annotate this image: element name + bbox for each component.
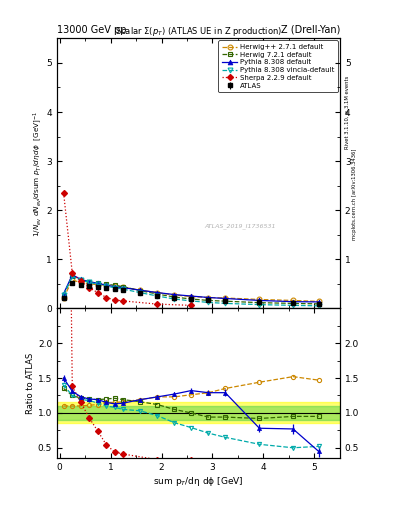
Herwig++ 2.7.1 default <box>257 296 262 303</box>
Line: Herwig 7.2.1 default: Herwig 7.2.1 default <box>61 274 321 306</box>
Herwig++ 2.7.1 default <box>316 298 321 305</box>
Pythia 8.308 vincia-default <box>316 303 321 309</box>
Herwig 7.2.1 default <box>61 292 66 298</box>
Line: Pythia 8.308 vincia-default: Pythia 8.308 vincia-default <box>61 274 321 308</box>
Herwig 7.2.1 default <box>95 280 100 286</box>
Pythia 8.308 vincia-default <box>257 302 262 308</box>
Herwig 7.2.1 default <box>155 291 160 297</box>
Pythia 8.308 vincia-default <box>172 296 176 302</box>
X-axis label: sum p$_T$/dη dϕ [GeV]: sum p$_T$/dη dϕ [GeV] <box>153 475 244 488</box>
Pythia 8.308 vincia-default <box>61 291 66 297</box>
Text: mcplots.cern.ch [arXiv:1306.3436]: mcplots.cern.ch [arXiv:1306.3436] <box>352 149 357 240</box>
Line: Herwig++ 2.7.1 default: Herwig++ 2.7.1 default <box>61 278 321 304</box>
Title: Scalar $\Sigma(p_T)$ (ATLAS UE in Z production): Scalar $\Sigma(p_T)$ (ATLAS UE in Z prod… <box>115 26 282 38</box>
Line: Sherpa 2.2.9 default: Sherpa 2.2.9 default <box>62 191 193 307</box>
Pythia 8.308 default <box>104 282 109 288</box>
Herwig++ 2.7.1 default <box>70 278 75 284</box>
Sherpa 2.2.9 default <box>87 285 92 291</box>
Sherpa 2.2.9 default <box>112 297 117 303</box>
Pythia 8.308 vincia-default <box>291 302 296 308</box>
Pythia 8.308 default <box>61 290 66 296</box>
Sherpa 2.2.9 default <box>95 289 100 295</box>
Sherpa 2.2.9 default <box>121 298 126 304</box>
Pythia 8.308 default <box>206 294 211 301</box>
Pythia 8.308 default <box>121 285 126 291</box>
Y-axis label: Ratio to ATLAS: Ratio to ATLAS <box>26 353 35 414</box>
Herwig 7.2.1 default <box>79 277 83 283</box>
Bar <box>57 406 340 420</box>
Herwig 7.2.1 default <box>121 284 126 290</box>
Pythia 8.308 default <box>112 284 117 290</box>
Herwig++ 2.7.1 default <box>79 279 83 285</box>
Sherpa 2.2.9 default <box>155 301 160 307</box>
Herwig 7.2.1 default <box>223 298 228 304</box>
Herwig++ 2.7.1 default <box>95 282 100 288</box>
Sherpa 2.2.9 default <box>61 190 66 196</box>
Pythia 8.308 default <box>79 276 83 283</box>
Sherpa 2.2.9 default <box>189 302 193 308</box>
Herwig++ 2.7.1 default <box>112 283 117 289</box>
Herwig 7.2.1 default <box>104 281 109 287</box>
Pythia 8.308 default <box>95 280 100 286</box>
Herwig 7.2.1 default <box>70 273 75 280</box>
Y-axis label: $1/N_{ev}$ $dN_{ev}/d$sum $p_T/d\eta\,d\phi$  [GeV]$^{-1}$: $1/N_{ev}$ $dN_{ev}/d$sum $p_T/d\eta\,d\… <box>31 110 44 237</box>
Pythia 8.308 default <box>223 295 228 302</box>
Pythia 8.308 vincia-default <box>70 273 75 280</box>
Text: 13000 GeV pp: 13000 GeV pp <box>57 25 127 35</box>
Pythia 8.308 vincia-default <box>155 293 160 299</box>
Text: Rivet 3.1.10, ≥ 3.1M events: Rivet 3.1.10, ≥ 3.1M events <box>345 76 350 150</box>
Pythia 8.308 default <box>155 289 160 295</box>
Herwig++ 2.7.1 default <box>223 295 228 301</box>
Herwig++ 2.7.1 default <box>87 281 92 287</box>
Pythia 8.308 vincia-default <box>206 300 211 306</box>
Pythia 8.308 default <box>172 291 176 297</box>
Pythia 8.308 vincia-default <box>104 283 109 289</box>
Herwig 7.2.1 default <box>189 296 193 302</box>
Herwig++ 2.7.1 default <box>172 292 176 298</box>
Herwig 7.2.1 default <box>291 301 296 307</box>
Herwig++ 2.7.1 default <box>155 289 160 295</box>
Pythia 8.308 vincia-default <box>223 301 228 307</box>
Pythia 8.308 default <box>138 287 142 293</box>
Herwig++ 2.7.1 default <box>104 282 109 288</box>
Pythia 8.308 default <box>257 297 262 304</box>
Herwig++ 2.7.1 default <box>121 284 126 290</box>
Herwig 7.2.1 default <box>87 279 92 285</box>
Herwig 7.2.1 default <box>206 297 211 304</box>
Pythia 8.308 default <box>70 272 75 278</box>
Herwig 7.2.1 default <box>138 288 142 294</box>
Pythia 8.308 default <box>189 293 193 299</box>
Sherpa 2.2.9 default <box>104 294 109 301</box>
Sherpa 2.2.9 default <box>79 278 83 284</box>
Pythia 8.308 vincia-default <box>79 278 83 284</box>
Herwig++ 2.7.1 default <box>291 297 296 304</box>
Herwig++ 2.7.1 default <box>189 293 193 300</box>
Pythia 8.308 default <box>291 298 296 305</box>
Pythia 8.308 default <box>316 299 321 305</box>
Herwig++ 2.7.1 default <box>206 294 211 301</box>
Sherpa 2.2.9 default <box>70 270 75 276</box>
Text: Z (Drell-Yan): Z (Drell-Yan) <box>281 25 340 35</box>
Herwig 7.2.1 default <box>172 294 176 300</box>
Line: Pythia 8.308 default: Pythia 8.308 default <box>61 272 321 304</box>
Pythia 8.308 default <box>87 279 92 285</box>
Herwig++ 2.7.1 default <box>138 287 142 293</box>
Herwig++ 2.7.1 default <box>61 294 66 301</box>
Herwig 7.2.1 default <box>112 282 117 288</box>
Herwig 7.2.1 default <box>316 301 321 307</box>
Pythia 8.308 vincia-default <box>112 285 117 291</box>
Text: ATLAS_2019_I1736531: ATLAS_2019_I1736531 <box>204 223 275 229</box>
Pythia 8.308 vincia-default <box>87 279 92 285</box>
Legend: Herwig++ 2.7.1 default, Herwig 7.2.1 default, Pythia 8.308 default, Pythia 8.308: Herwig++ 2.7.1 default, Herwig 7.2.1 def… <box>219 40 338 92</box>
Bar <box>57 402 340 423</box>
Pythia 8.308 vincia-default <box>95 281 100 287</box>
Herwig 7.2.1 default <box>257 300 262 306</box>
Pythia 8.308 vincia-default <box>189 298 193 304</box>
Pythia 8.308 vincia-default <box>121 286 126 292</box>
Pythia 8.308 vincia-default <box>138 289 142 295</box>
